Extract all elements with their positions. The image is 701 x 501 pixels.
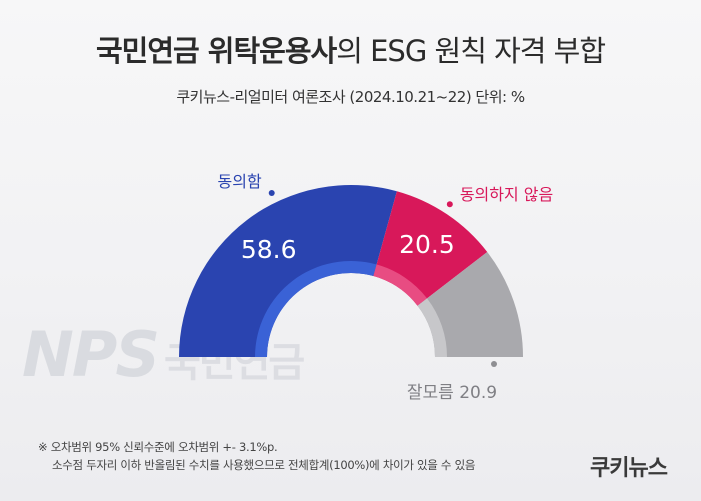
brand-logo: 쿠키뉴스 [590,456,668,481]
slice-3 [417,252,523,357]
slice-inner-band-3 [417,298,447,357]
callout-dot-2 [446,201,453,208]
value-label-2: 20.5 [399,230,455,259]
page-subtitle: 쿠키뉴스-리얼미터 여론조사 (2024.10.21~22) 단위: % [176,88,525,106]
value-label-1: 58.6 [241,235,297,264]
footnote: ※ 오차범위 95% 신뢰수준에 오차범위 +- 3.1%p. 소수점 두자리 … [38,438,475,474]
slice-1 [179,184,397,357]
title-strong: 국민연금 위탁운용사 [95,34,337,68]
slice-inner-band-2 [373,264,428,306]
footnote-line-1: ※ 오차범위 95% 신뢰수준에 오차범위 +- 3.1%p. [38,440,278,454]
callout-label-2: 동의하지 않음 [460,185,553,204]
page-title: 국민연금 위탁운용사의 ESG 원칙 자격 부합 [0,28,701,70]
slice-inner-band-1 [255,261,377,357]
watermark-main: NPS [22,318,160,391]
callout-dot-3 [491,361,497,367]
callout-dot-1 [268,189,275,196]
callout-label-1: 동의함 [218,172,262,191]
title-light: 의 ESG 원칙 자격 부합 [336,34,606,68]
callout-label-3: 잘모름 20.9 [407,383,497,403]
footnote-line-2: 소수점 두자리 이하 반올림된 수치를 사용했으므로 전체합계(100%)에 차… [52,458,476,472]
